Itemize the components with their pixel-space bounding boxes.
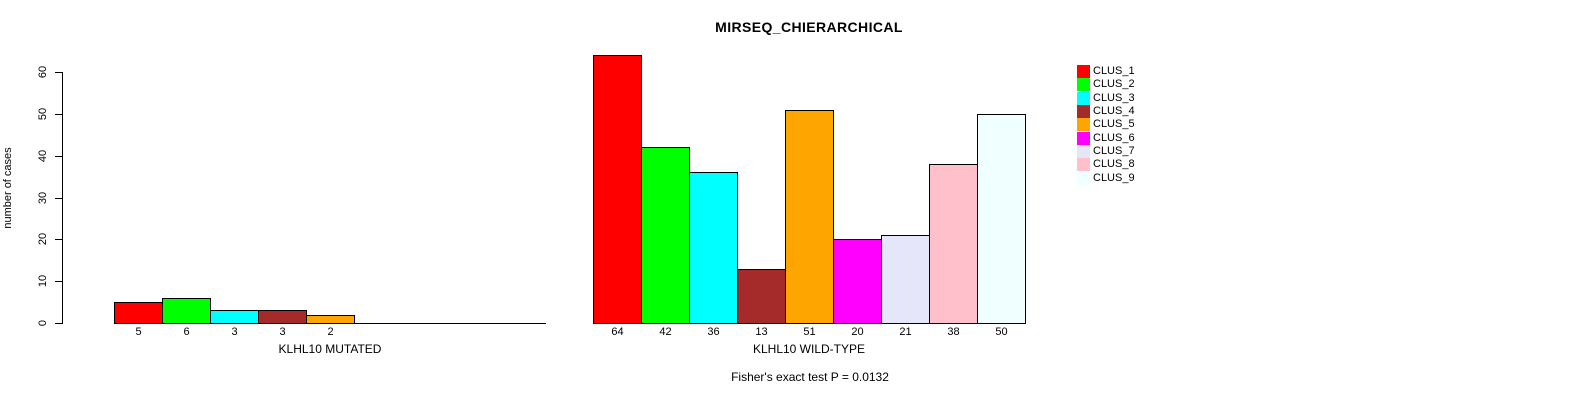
legend-swatch [1077, 118, 1090, 131]
legend-label: CLUS_4 [1093, 105, 1135, 117]
legend-swatch [1077, 105, 1090, 118]
x-axis-label-wild-type: KLHL10 WILD-TYPE [752, 342, 866, 356]
legend: CLUS_1 CLUS_2 CLUS_3 CLUS_4 CLUS_5 CLUS_6 CLUS… [1077, 65, 1237, 190]
bar-clus_3 [210, 310, 259, 324]
legend-label: CLUS_3 [1093, 92, 1135, 104]
bar-clus_2 [162, 298, 211, 324]
legend-label: CLUS_2 [1093, 78, 1135, 90]
legend-swatch [1077, 92, 1090, 105]
y-tick-mark [55, 323, 62, 324]
legend-label: CLUS_9 [1093, 172, 1135, 184]
y-tick-label: 10 [37, 274, 49, 288]
bar-value-label: 64 [611, 326, 624, 338]
bar-clus_5 [306, 315, 355, 324]
legend-swatch [1077, 172, 1090, 185]
bar-value-label: 42 [659, 326, 672, 338]
y-tick-mark [55, 239, 62, 240]
bar-clus_5 [785, 110, 834, 324]
legend-label: CLUS_6 [1093, 132, 1135, 144]
legend-label: CLUS_8 [1093, 158, 1135, 170]
y-tick-mark [55, 281, 62, 282]
y-axis-line [62, 72, 63, 324]
bar-clus_6 [833, 239, 882, 324]
legend-label: CLUS_1 [1093, 65, 1135, 77]
bar-value-label: 38 [947, 326, 960, 338]
y-axis-title: number of cases [2, 147, 14, 229]
bar-value-label: 36 [707, 326, 720, 338]
bar-value-label: 20 [851, 326, 864, 338]
bar-value-label: 5 [135, 326, 142, 338]
bar-clus_9 [977, 114, 1026, 324]
bar-value-label: 13 [755, 326, 768, 338]
legend-swatch [1077, 65, 1090, 78]
bar-clus_7 [881, 235, 930, 324]
x-axis-label-mutated: KLHL10 MUTATED [278, 342, 382, 356]
bar-clus_4 [258, 310, 307, 324]
legend-swatch [1077, 132, 1090, 145]
y-tick-label: 0 [37, 319, 49, 327]
bar-value-label: 3 [231, 326, 238, 338]
legend-swatch [1077, 145, 1090, 158]
bar-value-label: 51 [803, 326, 816, 338]
legend-swatch [1077, 158, 1090, 171]
y-tick-label: 30 [37, 191, 49, 205]
y-tick-mark [55, 198, 62, 199]
chart-title: MIRSEQ_CHIERARCHICAL [715, 19, 903, 35]
bar-value-label: 50 [995, 326, 1008, 338]
y-tick-mark [55, 72, 62, 73]
bar-clus_4 [737, 269, 786, 324]
bar-clus_8 [929, 164, 978, 324]
y-tick-label: 50 [37, 107, 49, 121]
bar-value-label: 3 [279, 326, 286, 338]
statistical-test-note: Fisher's exact test P = 0.0132 [731, 370, 889, 384]
y-tick-mark [55, 114, 62, 115]
bar-clus_1 [593, 55, 642, 324]
bar-clus_1 [114, 302, 163, 324]
y-tick-label: 40 [37, 149, 49, 163]
bar-clus_3 [689, 172, 738, 324]
y-tick-label: 20 [37, 232, 49, 246]
legend-swatch [1077, 78, 1090, 91]
bar-value-label: 21 [899, 326, 912, 338]
bar-clus_2 [641, 147, 690, 324]
bar-value-label: 6 [183, 326, 190, 338]
bar-value-label: 2 [327, 326, 334, 338]
y-tick-label: 60 [37, 65, 49, 79]
legend-label: CLUS_5 [1093, 118, 1135, 130]
legend-label: CLUS_7 [1093, 145, 1135, 157]
y-tick-mark [55, 156, 62, 157]
